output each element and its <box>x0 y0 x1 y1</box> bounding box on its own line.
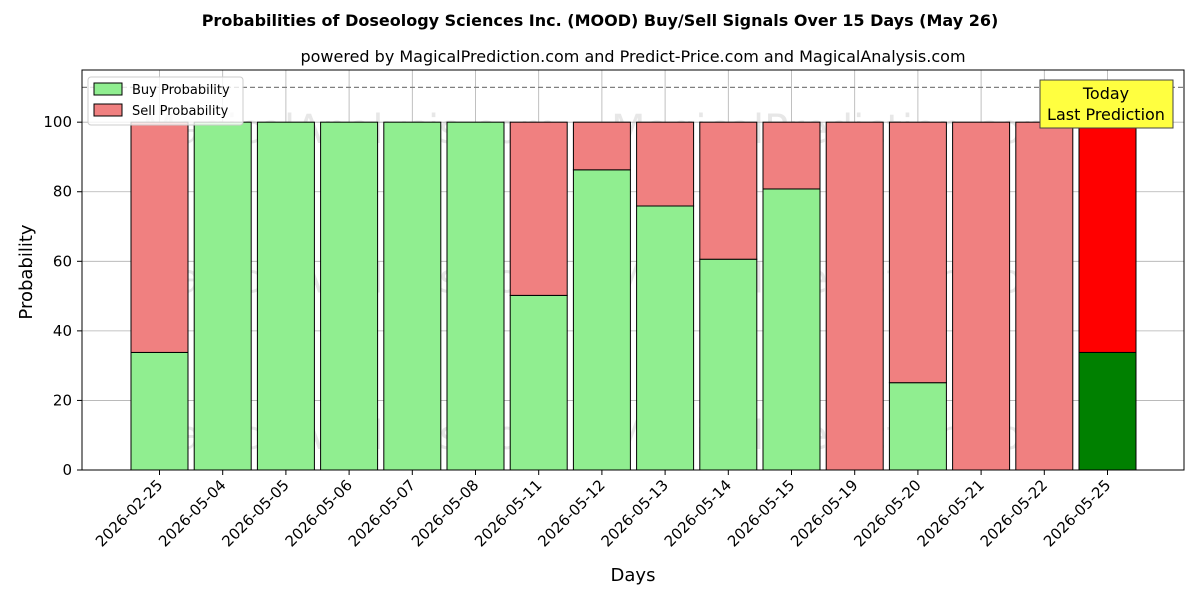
y-axis-label: Probability <box>16 224 37 319</box>
bar-buy <box>699 258 758 471</box>
y-tick-label: 20 <box>53 391 72 409</box>
bar-sell <box>572 121 631 171</box>
y-tick-label: 0 <box>62 461 72 479</box>
bar-sell <box>888 121 947 384</box>
today-annotation: Today Last Prediction <box>1039 79 1174 129</box>
bar-buy <box>130 351 189 471</box>
plot-frame <box>81 69 1185 471</box>
x-tick-label: 2026-05-19 <box>787 476 861 550</box>
bar-buy <box>888 382 947 471</box>
x-tick-label: 2026-05-06 <box>282 476 356 550</box>
annotation-box <box>1039 79 1174 129</box>
bar-buy <box>383 121 442 471</box>
x-tick-label: 2026-05-07 <box>345 476 419 550</box>
legend-swatch-buy <box>93 82 123 96</box>
x-tick-label: 2026-05-11 <box>471 476 545 550</box>
legend-label-buy: Buy Probability <box>132 83 230 98</box>
y-tick-label: 80 <box>53 183 72 201</box>
bar-buy <box>572 169 631 471</box>
bar-sell <box>952 121 1011 471</box>
x-tick-label: 2026-05-08 <box>408 476 482 550</box>
x-tick-label: 2026-05-04 <box>155 476 229 550</box>
y-tick-label: 60 <box>53 252 72 270</box>
annotation-line2: Last Prediction <box>1047 105 1165 124</box>
x-tick-label: 2026-02-25 <box>92 476 166 550</box>
bar-buy <box>1078 351 1137 471</box>
bar-buy <box>256 121 315 471</box>
bar-buy <box>509 294 568 471</box>
bar-sell <box>509 121 568 296</box>
bar-buy <box>193 121 252 471</box>
x-tick-label: 2026-05-15 <box>724 476 798 550</box>
bar-buy <box>762 188 821 471</box>
bar-sell <box>1078 121 1137 353</box>
x-tick-label: 2026-05-14 <box>661 476 735 550</box>
bar-sell <box>699 121 758 260</box>
y-tick-label: 100 <box>43 113 72 131</box>
bar-buy <box>636 205 695 471</box>
chart-subtitle: powered by MagicalPrediction.com and Pre… <box>300 47 965 66</box>
y-tick-label: 40 <box>53 322 72 340</box>
bar-buy <box>446 121 505 471</box>
bar-buy <box>320 121 379 471</box>
annotation-line1: Today <box>1082 84 1129 103</box>
x-tick-label: 2026-05-20 <box>850 476 924 550</box>
legend: Buy Probability Sell Probability <box>87 76 244 126</box>
x-tick-label: 2026-05-21 <box>914 476 988 550</box>
legend-box <box>87 76 244 126</box>
x-axis-label: Days <box>611 565 656 586</box>
bar-sell <box>636 121 695 207</box>
x-tick-label: 2026-05-05 <box>218 476 292 550</box>
bar-sell <box>130 121 189 353</box>
x-tick-label: 2026-05-25 <box>1040 476 1114 550</box>
x-tick-label: 2026-05-13 <box>598 476 672 550</box>
bar-sell <box>762 121 821 190</box>
bars <box>82 86 1184 471</box>
bar-sell <box>1015 121 1074 471</box>
legend-swatch-sell <box>93 103 123 117</box>
chart-title: Probabilities of Doseology Sciences Inc.… <box>202 11 999 30</box>
bar-sell <box>825 121 884 471</box>
legend-label-sell: Sell Probability <box>132 104 229 119</box>
x-tick-label: 2026-05-22 <box>977 476 1051 550</box>
x-tick-label: 2026-05-12 <box>534 476 608 550</box>
